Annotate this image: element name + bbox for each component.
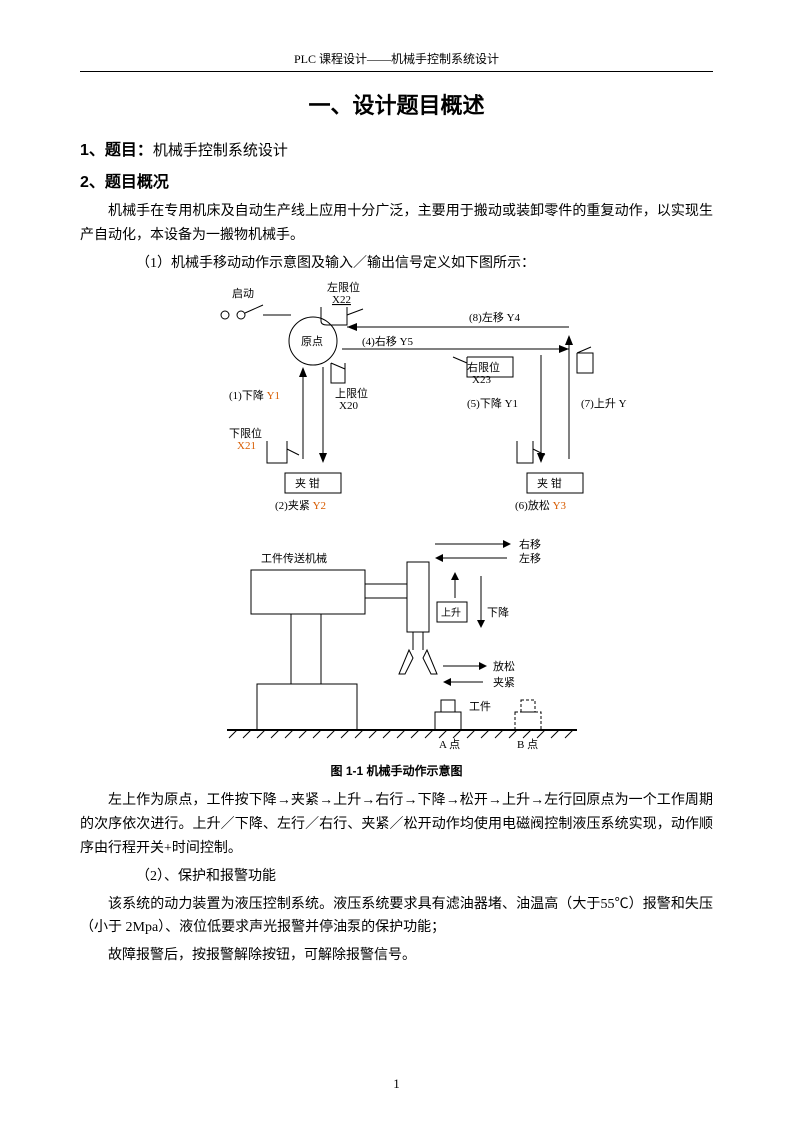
lbl-step5: (5)下降 Y1	[467, 396, 518, 410]
diagram-bottom: 工件传送机械 右移 左移 上升 下降 放松 夹紧 工件	[187, 524, 607, 756]
lbl-x21: X21	[237, 440, 256, 452]
lbl-step6: (6)放松 Y3	[515, 498, 567, 512]
lbl-step1: (1)下降 Y1	[229, 388, 280, 402]
lbl-start: 启动	[232, 287, 254, 300]
lbl-up-limit: 上限位	[335, 386, 368, 400]
lbl-origin: 原点	[301, 335, 323, 348]
paragraph-2b: （2）、保护和报警功能	[80, 865, 713, 889]
diagram-top: 启动 左限位 X22 原点 (8)左移 Y4 (4)右移 Y5 右限位 X23 …	[167, 279, 627, 524]
lbl-up: 上升	[441, 607, 461, 619]
section-1-label: 1、题目：	[80, 142, 153, 159]
section-1-heading: 1、题目：机械手控制系统设计	[80, 136, 713, 160]
lbl-left-limit: 左限位	[327, 280, 360, 294]
lbl-conveyor: 工件传送机械	[261, 551, 327, 565]
page-number: 1	[0, 1076, 793, 1092]
main-title: 一、设计题目概述	[80, 88, 713, 120]
lbl-step2: (2)夹紧 Y2	[275, 499, 326, 512]
lbl-step7: (7)上升 Y0	[581, 397, 627, 410]
paragraph-1: 机械手在专用机床及自动生产线上应用十分广泛，主要用于搬动或装卸零件的重复动作，以…	[80, 200, 713, 248]
section-1-value: 机械手控制系统设计	[153, 143, 288, 159]
lbl-pointA: A 点	[439, 738, 460, 751]
paragraph-4: 故障报警后，按报警解除按钮，可解除报警信号。	[80, 944, 713, 968]
figure-caption: 图 1-1 机械手动作示意图	[80, 762, 713, 779]
lbl-right-move: 右移	[519, 537, 541, 551]
lbl-x22: X22	[332, 294, 351, 306]
lbl-clamp: 夹紧	[493, 676, 515, 689]
section-2-heading: 2、题目概况	[80, 168, 713, 192]
lbl-step8: (8)左移 Y4	[469, 311, 521, 324]
lbl-down: 下降	[487, 605, 509, 619]
lbl-x23: X23	[472, 374, 491, 386]
lbl-step4: (4)右移 Y5	[362, 334, 414, 348]
lbl-x20: X20	[339, 400, 358, 412]
page-header: PLC 课程设计——机械手控制系统设计	[80, 50, 713, 72]
lbl-left-move: 左移	[519, 552, 541, 565]
lbl-clamp-left: 夹 钳	[295, 477, 320, 490]
paragraph-1b: （1）机械手移动动作示意图及输入／输出信号定义如下图所示：	[80, 252, 713, 276]
paragraph-2: 左上作为原点，工件按下降→夹紧→上升→右行→下降→松开→上升→左行回原点为一个工…	[80, 789, 713, 860]
lbl-right-limit: 右限位	[467, 360, 500, 374]
lbl-pointB: B 点	[517, 738, 538, 751]
lbl-clamp-right: 夹 钳	[537, 477, 562, 490]
lbl-workpiece: 工件	[469, 700, 491, 713]
document-page: PLC 课程设计——机械手控制系统设计 一、设计题目概述 1、题目：机械手控制系…	[0, 0, 793, 1012]
lbl-down-limit: 下限位	[229, 426, 262, 440]
lbl-release: 放松	[493, 659, 515, 673]
paragraph-3: 该系统的动力装置为液压控制系统。液压系统要求具有滤油器堵、油温高（大于55℃）报…	[80, 893, 713, 941]
